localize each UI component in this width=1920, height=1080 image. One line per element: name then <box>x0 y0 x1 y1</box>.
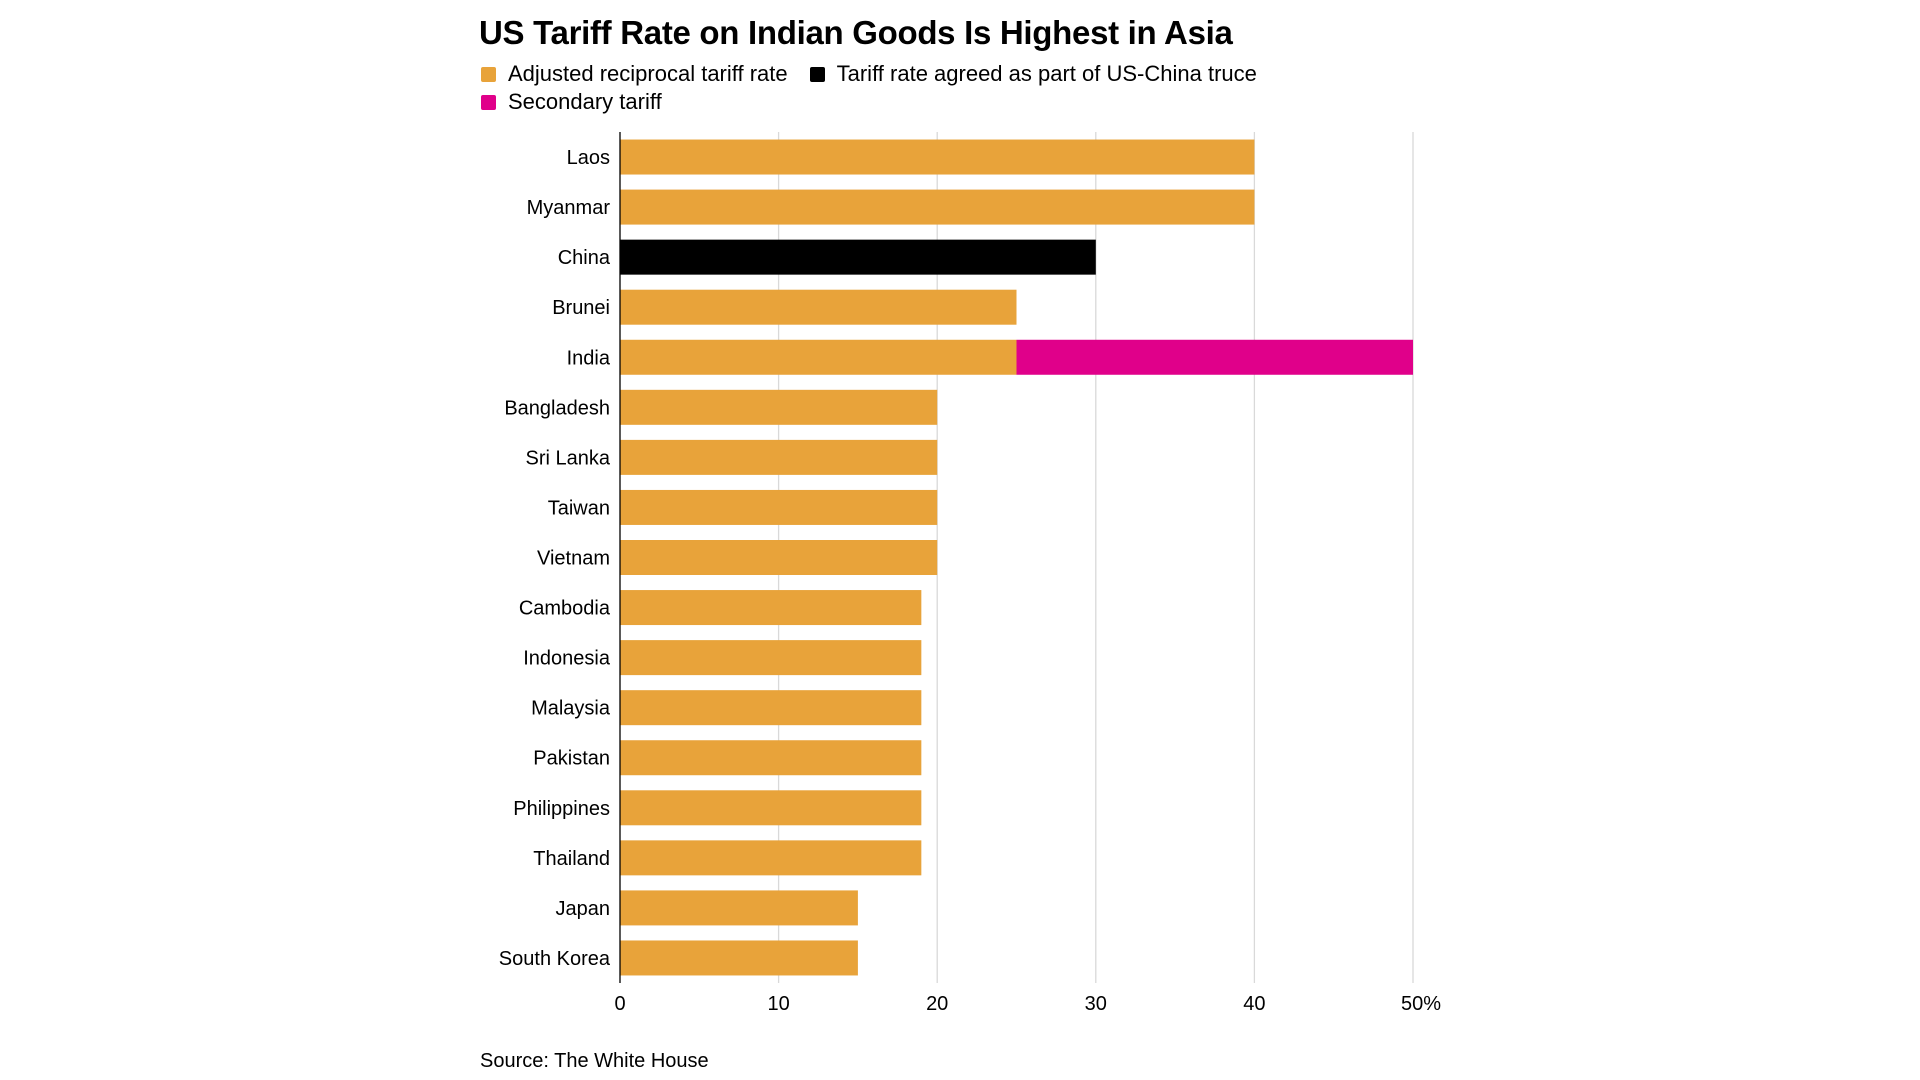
category-label: Pakistan <box>533 748 610 770</box>
bar-adjusted <box>620 790 922 826</box>
category-label: India <box>567 347 611 369</box>
legend-label-china-truce: Tariff rate agreed as part of US-China t… <box>836 61 1257 86</box>
bar-adjusted <box>620 940 858 976</box>
category-label: Taiwan <box>548 497 610 519</box>
bar-adjusted <box>620 489 938 525</box>
bar-adjusted <box>620 540 938 575</box>
legend-label-secondary: Secondary tariff <box>508 89 662 114</box>
bar-adjusted <box>620 740 922 776</box>
category-label: China <box>558 247 611 269</box>
bars <box>620 139 1413 976</box>
bar-adjusted <box>620 640 922 676</box>
axes: 0 10 20 30 40 50% <box>614 132 1441 1015</box>
bar-adjusted <box>620 590 922 626</box>
legend-swatch-adjusted <box>481 66 496 82</box>
bar-adjusted <box>620 339 1017 375</box>
legend-swatch-secondary <box>481 94 496 110</box>
category-label: Cambodia <box>519 598 611 620</box>
category-label: Japan <box>556 898 611 920</box>
category-label: Indonesia <box>523 648 611 670</box>
legend-item-china-truce: Tariff rate agreed as part of US-China t… <box>809 60 1257 88</box>
category-label: South Korea <box>499 948 611 970</box>
legend-row: Secondary tariff <box>481 88 1381 116</box>
bar-adjusted <box>620 840 922 876</box>
x-tick-label: 0 <box>614 993 625 1015</box>
legend-item-secondary: Secondary tariff <box>481 88 662 116</box>
bar-adjusted <box>620 439 938 475</box>
category-label: Vietnam <box>537 548 610 570</box>
source-note: Source: The White House <box>480 1050 709 1072</box>
bar-secondary <box>1016 339 1413 375</box>
bar-adjusted <box>620 389 938 425</box>
category-labels: Laos Myanmar China Brunei India Bangladesh Sri… <box>499 147 611 970</box>
category-label: Bangladesh <box>504 397 610 419</box>
legend-item-adjusted: Adjusted reciprocal tariff rate <box>481 60 788 88</box>
x-tick-label: 50% <box>1401 993 1441 1015</box>
category-label: Thailand <box>533 848 610 870</box>
bar-adjusted <box>620 890 858 926</box>
chart-legend: Adjusted reciprocal tariff rate Tariff r… <box>481 60 1381 116</box>
category-label: Brunei <box>552 297 610 319</box>
x-tick-label: 40 <box>1243 993 1265 1015</box>
x-tick-label: 10 <box>767 993 789 1015</box>
legend-label-adjusted: Adjusted reciprocal tariff rate <box>508 61 788 86</box>
bar-adjusted <box>620 690 922 726</box>
category-label: Malaysia <box>531 698 611 720</box>
chart-title: US Tariff Rate on Indian Goods Is Highes… <box>479 14 1233 51</box>
x-tick-label: 30 <box>1085 993 1107 1015</box>
category-label: Sri Lanka <box>526 447 611 469</box>
bar-adjusted <box>620 289 1017 325</box>
legend-row: Adjusted reciprocal tariff rate Tariff r… <box>481 60 1381 88</box>
legend-swatch-china-truce <box>809 66 825 82</box>
bar-adjusted <box>620 189 1255 225</box>
bar-adjusted <box>620 139 1255 175</box>
bar-china-truce <box>620 239 1096 275</box>
x-tick-label: 20 <box>926 993 948 1015</box>
category-label: Laos <box>567 147 610 169</box>
category-label: Philippines <box>513 798 610 820</box>
category-label: Myanmar <box>527 197 611 219</box>
